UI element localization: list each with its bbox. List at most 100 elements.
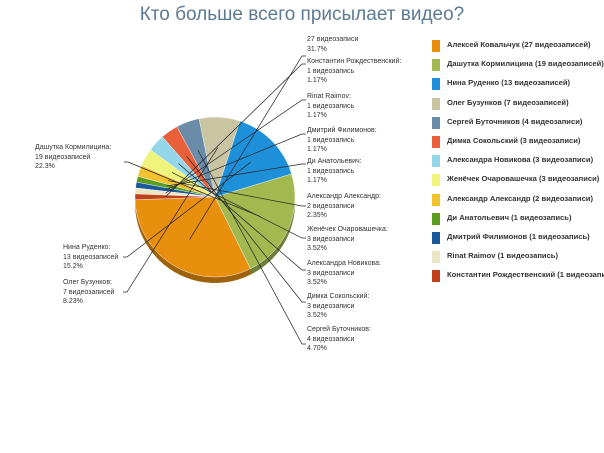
chart-title: Кто больше всего присылает видео? [139,4,465,25]
callout-2: Нина Руденко: 13 видеозаписей 15.2% [63,243,118,272]
legend-label: Александра Новикова (3 видеозаписи) [447,155,594,165]
legend-item: Александра Новикова (3 видеозаписи) [430,154,604,173]
callout-line: 8.23% [63,298,83,306]
legend-item: Ди Анатольевич (1 видеозапись) [430,212,604,231]
legend-swatch [432,135,440,148]
legend-swatch [432,97,440,110]
legend-label: Дашутка Кормилицина (19 видеозаписей) [447,59,604,69]
leader-line-5 [186,156,306,303]
callout-line: 19 видеозаписей [35,153,91,161]
legend-label: Алексей Ковальчук (27 видеозаписей) [447,40,591,49]
legend-swatch [432,212,440,225]
legend-item: Константин Рождественский (1 видеозапись… [430,269,604,288]
callout-5: Димка Сокольский: 3 видеозаписи 3.52% [307,292,369,321]
legend-item: Алексей Ковальчук (27 видеозаписей) [430,39,604,58]
callout-line: 1 видеозапись [307,67,355,75]
callout-line: 31.7% [307,45,327,53]
legend-item: Женёчек Очаровашечка (3 видеозаписи) [430,173,604,192]
legend-swatch [432,155,440,168]
legend-item: Сергей Буточников (4 видеозаписи) [430,116,604,135]
leader-line-11 [165,99,306,194]
callout-line: 1 видеозапись [307,102,355,110]
callout-line: 1 видеозапись [307,167,355,175]
callout-line: 3 видеозаписи [307,269,355,277]
callout-line: Rinat Raimov: [307,93,351,100]
legend-swatch [432,59,440,72]
leader-line-1 [124,161,261,218]
callout-line: 2.35% [307,212,327,220]
callout-10: Дмитрий Филимонов: 1 видеозапись 1.17% [307,126,377,155]
legend-label: Женёчек Очаровашечка (3 видеозаписи) [447,174,600,184]
legend-item: Олег Бузунков (7 видеозаписей) [430,97,604,116]
legend-item: Александр Александр (2 видеозаписи) [430,193,604,212]
callout-line: Олег Бузунков: [63,279,112,286]
callout-6: Александра Новикова: 3 видеозаписи 3.52% [307,259,381,288]
pie-slices [134,116,296,278]
callout-line: 4 видеозаписи [307,335,355,343]
callout-line: 1.17% [307,112,327,120]
callout-line: Дашутка Кормилицина: [35,144,112,151]
callout-line: 3.52% [307,279,327,287]
callout-line: 7 видеозаписей [63,288,115,296]
callout-1: Дашутка Кормилицина: 19 видеозаписей 22.3% [35,143,111,172]
callout-line: 1 видеозапись [307,136,355,144]
callout-line: Женёчек Очаровашечка: [307,226,388,233]
legend-swatch [432,116,440,129]
leader-line-8 [168,180,306,207]
callout-9: Ди Анатольевич: 1 видеозапись 1.17% [307,157,362,186]
callout-line: 3.52% [307,245,327,253]
callout-line: 15.2% [63,263,83,271]
callout-line: 3 видеозаписи [307,235,355,243]
callout-12: Константин Рождественский: 1 видеозапись 1… [307,57,401,86]
pie-side-1 [250,201,295,275]
callout-line: 1.17% [307,146,327,154]
callout-line: Александра Новикова: [307,260,381,267]
leader-line-2 [123,162,251,258]
leader-line-6 [178,163,306,271]
callout-line: 3 видеозаписи [307,302,355,310]
legend-label: Дмитрий Филимонов (1 видеозапись) [447,231,590,241]
legend-swatch [432,78,440,91]
legend: Алексей Ковальчук (27 видеозаписей) Дашут… [430,39,604,288]
callout-line: 13 видеозаписей [63,253,119,261]
legend-label: Константин Рождественский (1 видеозапись… [447,270,604,280]
legend-item: Димка Сокольский (3 видеозаписи) [430,135,604,154]
pie-slice-12[interactable] [134,193,216,200]
pie-slice-2[interactable] [214,120,292,198]
legend-swatch [432,193,440,206]
callout-line: 1.17% [307,77,327,85]
leader-line-7 [171,172,306,239]
legend-label: Димка Сокольский (3 видеозаписи) [447,135,581,145]
callout-line: Нина Руденко: [63,244,111,251]
leader-line-0 [189,55,306,240]
callout-8: Александр Александр: 2 видеозаписи 2.35% [307,192,381,221]
callout-line: 27 видеозаписи [307,36,359,43]
callout-line: Александр Александр: [307,193,381,200]
legend-item: Дашутка Кормилицина (19 видеозаписей) [430,58,604,77]
legend-item: Rinat Raimov (1 видеозапись) [430,250,604,269]
legend-swatch [432,251,440,264]
callout-0: 27 видеозаписи 31.7% [307,35,358,54]
callout-line: 22.3% [35,163,55,171]
legend-swatch [432,270,440,283]
legend-label: Rinat Raimov (1 видеозапись) [447,251,558,261]
legend-swatch [432,174,440,187]
pie-slice-1[interactable] [214,173,296,269]
leader-lines [123,55,306,345]
pie-slice-0[interactable] [134,196,251,278]
legend-label: Нина Руденко (13 видеозаписей) [447,78,571,88]
callout-line: Димка Сокольский: [307,293,370,300]
callout-7: Женёчек Очаровашечка: 3 видеозаписи 3.52% [307,225,388,254]
callout-line: Ди Анатольевич: [307,158,362,165]
legend-label: Сергей Буточников (4 видеозаписи) [447,116,583,126]
callout-line: 3.52% [307,312,327,320]
leader-line-10 [165,133,306,190]
callout-3: Олег Бузунков: 7 видеозаписей 8.23% [63,278,114,307]
callout-line: Сергей Буточников: [307,326,371,333]
legend-item: Дмитрий Филимонов (1 видеозапись) [430,231,604,250]
legend-label: Александр Александр (2 видеозаписи) [447,193,594,203]
legend-label: Олег Бузунков (7 видеозаписей) [447,97,569,107]
callout-line: 4.70% [307,345,327,353]
callout-line: Константин Рождественский: [307,58,402,65]
